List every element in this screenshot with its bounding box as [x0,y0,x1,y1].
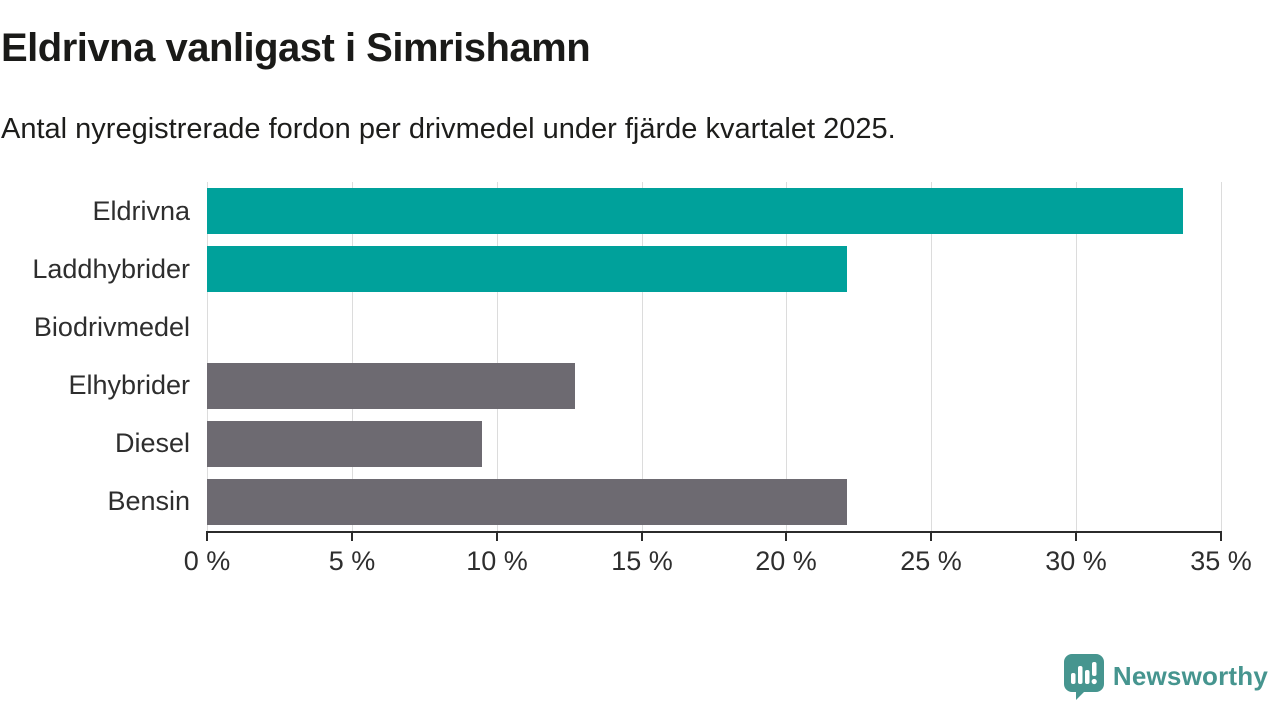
gridline [931,182,932,531]
y-label-elhybrider: Elhybrider [68,370,190,401]
bar-chart-plot-area [206,182,1222,541]
tick-mark [496,533,498,541]
newsworthy-brand: Newsworthy [1062,652,1268,700]
newsworthy-logo-icon [1063,654,1104,700]
chart-title: Eldrivna vanligast i Simrishamn [1,26,591,70]
gridline [1221,182,1222,531]
gridline [1076,182,1077,531]
tick-mark [206,533,208,541]
gridline [497,182,498,531]
y-label-diesel: Diesel [114,428,190,459]
y-label-eldrivna: Eldrivna [92,195,190,226]
y-label-bensin: Bensin [107,486,190,517]
bar-eldrivna [207,188,1184,235]
x-tick-label: 35 % [1190,546,1252,576]
tick-mark [351,533,353,541]
tick-mark [1220,533,1222,541]
gridline [207,182,208,531]
x-tick-label: 25 % [900,546,962,576]
y-label-laddhybrider: Laddhybrider [32,253,190,284]
gridline [352,182,353,531]
tick-mark [641,533,643,541]
chart-subtitle: Antal nyregistrerade fordon per drivmede… [1,113,896,145]
bar-laddhybrider [207,246,848,293]
tick-mark [785,533,787,541]
x-tick-label: 10 % [466,546,528,576]
newsworthy-brand-name: Newsworthy [1112,660,1268,691]
x-tick-label: 0 % [183,546,231,576]
x-tick-label: 5 % [328,546,376,576]
tick-mark [1075,533,1077,541]
x-tick-label: 15 % [611,546,673,576]
x-tick-label: 20 % [755,546,817,576]
bar-elhybrider [207,362,575,409]
gridline [786,182,787,531]
tick-mark [930,533,932,541]
bar-diesel [207,420,483,467]
y-label-biodrivmedel: Biodrivmedel [33,311,190,342]
gridline [642,182,643,531]
x-tick-label: 30 % [1045,546,1107,576]
bar-bensin [207,478,848,525]
x-axis-line [206,531,1222,533]
